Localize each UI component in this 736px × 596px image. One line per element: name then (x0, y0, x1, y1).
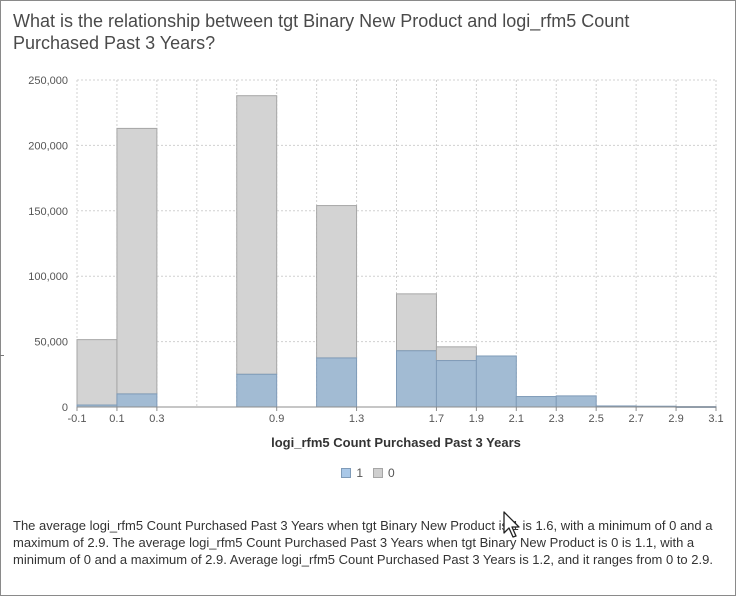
bar-series-0[interactable] (236, 95, 278, 375)
y-tick-label: 100,000 (28, 271, 68, 283)
bar-series-1[interactable] (555, 395, 597, 408)
x-tick-label: 1.9 (469, 413, 484, 425)
legend-label-0: 0 (388, 466, 395, 480)
panel-edge-tick (0, 355, 4, 356)
x-tick-label: 0.9 (269, 413, 284, 425)
bar-series-1[interactable] (475, 355, 517, 408)
chart-description: The average logi_rfm5 Count Purchased Pa… (13, 518, 713, 567)
bar-series-0[interactable] (76, 339, 118, 406)
bar-series-0[interactable] (396, 293, 437, 352)
bar-series-1[interactable] (515, 396, 557, 408)
y-tick-label: 50,000 (34, 337, 68, 349)
bar-series-0[interactable] (316, 205, 358, 359)
bar-series-1[interactable] (396, 350, 437, 408)
x-tick-label: 2.1 (509, 413, 524, 425)
x-tick-label: 2.9 (668, 413, 683, 425)
y-tick-label: 0 (62, 402, 68, 414)
axes: 0 50,000 100,000 150,000 200,000 250,000 -0.1 0… (28, 75, 723, 425)
chart-legend: 1 0 (0, 466, 736, 480)
x-tick-label: 0.1 (109, 413, 124, 425)
legend-label-1: 1 (356, 466, 363, 480)
y-tick-label: 250,000 (28, 75, 68, 87)
bar-series-0[interactable] (116, 127, 158, 395)
x-tick-label: 0.3 (149, 413, 164, 425)
x-tick-label: 1.3 (349, 413, 364, 425)
x-tick-label: 2.7 (628, 413, 643, 425)
legend-swatch-0 (373, 468, 383, 478)
bar-series-1[interactable] (316, 357, 358, 408)
x-axis-title: logi_rfm5 Count Purchased Past 3 Years (271, 435, 521, 450)
bar-series-1[interactable] (116, 393, 158, 408)
chart-title: What is the relationship between tgt Bin… (13, 11, 630, 53)
bar-series-1[interactable] (236, 373, 278, 408)
x-tick-label: 1.7 (429, 413, 444, 425)
x-tick-label: 2.3 (549, 413, 564, 425)
x-tick-label: 2.5 (589, 413, 604, 425)
y-tick-label: 150,000 (28, 206, 68, 218)
histogram-bars (76, 95, 717, 408)
legend-item-1[interactable]: 1 (341, 466, 363, 480)
legend-swatch-1 (341, 468, 352, 478)
histogram-chart: 0 50,000 100,000 150,000 200,000 250,000 -0.1 0… (28, 75, 723, 450)
y-tick-label: 200,000 (28, 140, 68, 152)
bar-series-1[interactable] (435, 360, 477, 408)
legend-item-0[interactable]: 0 (373, 466, 395, 480)
x-tick-label: 3.1 (708, 413, 723, 425)
mouse-cursor-icon (503, 511, 520, 538)
x-tick-label: -0.1 (68, 413, 87, 425)
bar-series-0[interactable] (435, 346, 477, 362)
